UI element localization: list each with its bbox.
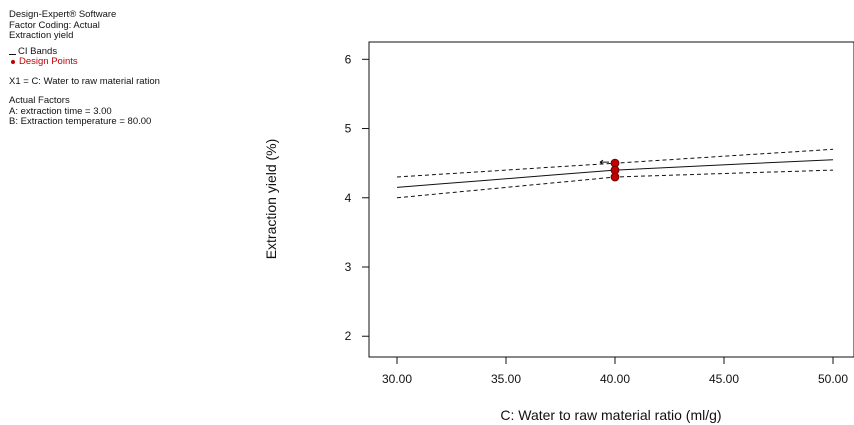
design-point-dot-icon	[11, 60, 15, 65]
y-tick-label: 5	[345, 122, 352, 136]
factor-coding: Factor Coding: Actual	[9, 19, 100, 31]
y-tick-label: 4	[345, 191, 352, 205]
y-tick-label: 6	[345, 52, 352, 66]
software-name: Design-Expert® Software	[9, 9, 117, 20]
plot-frame	[368, 41, 854, 358]
legend-ci-bands: CI Bands	[9, 45, 259, 58]
factor-b: B: Extraction temperature = 80.00	[9, 116, 152, 127]
x-tick-label: 30.00	[382, 372, 412, 386]
x-tick-label: 45.00	[709, 372, 739, 386]
factor-a: A: extraction time = 3.00	[9, 105, 112, 117]
y-tick-label: 2	[345, 329, 352, 343]
x-tick-label: 50.00	[818, 372, 848, 386]
legend-ci-bands-label: CI Bands	[18, 45, 58, 57]
x-tick-label: 40.00	[600, 372, 630, 386]
design-point	[610, 172, 620, 182]
actual-factors-title: Actual Factors	[9, 95, 70, 106]
ci-bands-line-icon	[9, 53, 16, 55]
response-name: Extraction yield	[9, 30, 74, 41]
y-axis: 2 3 4 5 6	[345, 52, 369, 343]
y-axis-title: Extraction yield (%)	[263, 139, 279, 260]
info-panel: Design-Expert® Software Factor Coding: A…	[9, 9, 259, 128]
x-axis: 30.00 35.00 40.00 45.00 50.00	[382, 357, 848, 386]
design-point-arrow-icon	[599, 159, 609, 165]
legend-design-points-label: Design Points	[19, 56, 78, 67]
legend-design-points: Design Points	[9, 56, 259, 68]
x1-factor: X1 = C: Water to raw material ration	[9, 75, 160, 87]
y-tick-label: 3	[345, 260, 352, 274]
x-tick-label: 35.00	[491, 372, 521, 386]
design-points-layer	[599, 158, 620, 182]
x-axis-title: C: Water to raw material ratio (ml/g)	[500, 407, 721, 423]
